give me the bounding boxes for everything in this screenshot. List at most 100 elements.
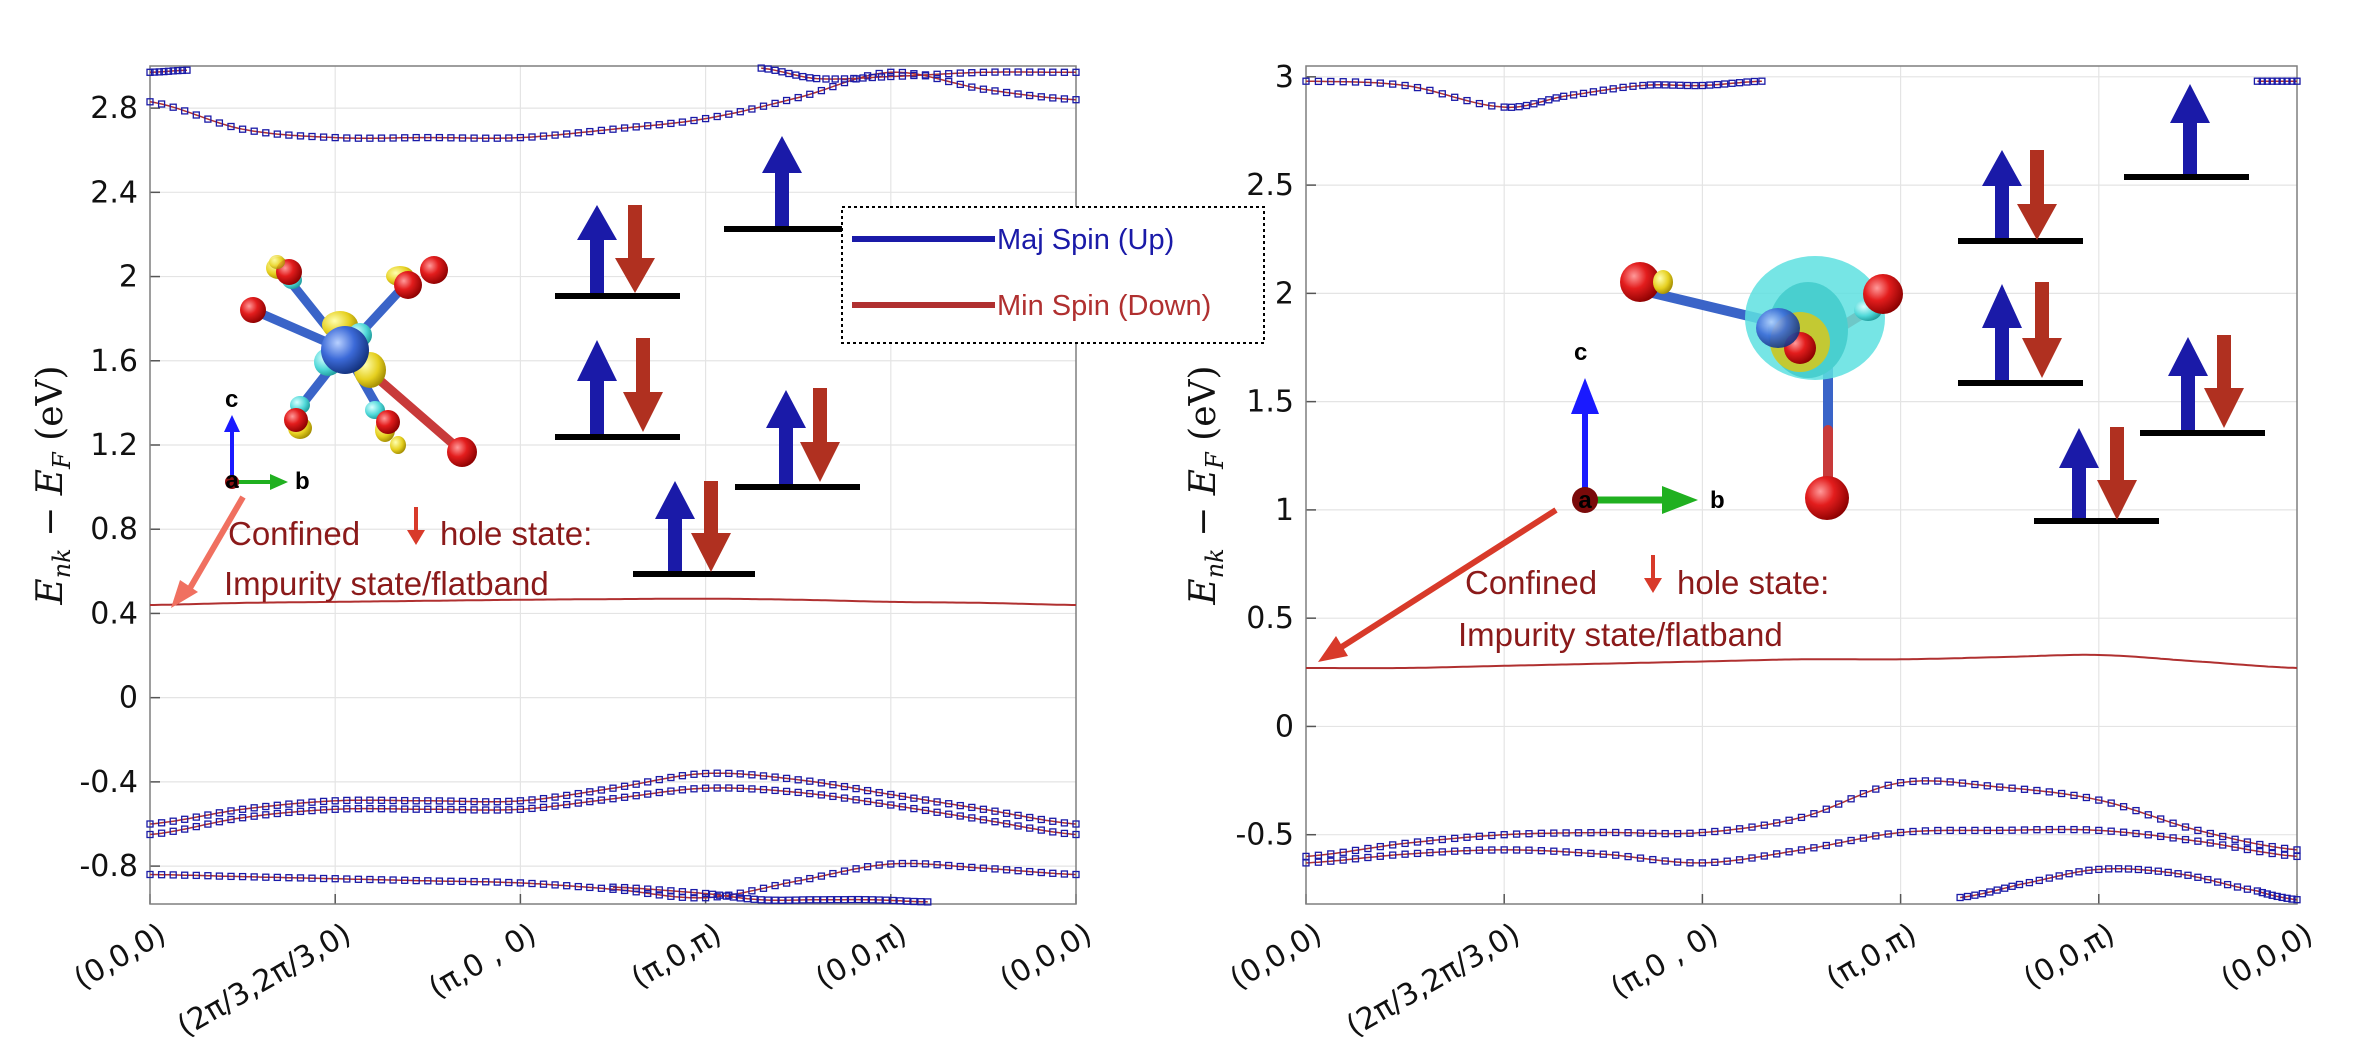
band-point: [910, 859, 918, 868]
band-point: [875, 861, 883, 869]
band-point: [757, 64, 765, 72]
band-point: [2070, 791, 2078, 800]
band-point: [2219, 841, 2227, 849]
band-point: [1413, 838, 1422, 846]
spin-up-arrow-icon: [577, 205, 617, 293]
band-point: [1037, 815, 1045, 824]
spin-down-arrow-icon: [407, 507, 425, 545]
band-point: [1463, 833, 1471, 841]
level-4: [2140, 335, 2265, 436]
band-point: [146, 98, 154, 106]
left-annotation-line1-suffix: hole state:: [440, 515, 592, 552]
band-point: [2033, 786, 2041, 795]
band-point: [1847, 795, 1855, 803]
band-point: [1037, 93, 1045, 101]
x-tick-label: (0,0,0): [2215, 917, 2319, 997]
band-markers: [1956, 865, 2301, 904]
band-point: [1552, 94, 1560, 102]
band-point: [204, 811, 212, 819]
band-point: [1537, 98, 1546, 106]
band-point: [1624, 829, 1632, 837]
band-point: [1327, 857, 1335, 865]
right-grid: [1305, 66, 2298, 904]
x-tick-label: (0,0,π): [810, 917, 913, 997]
band-point: [713, 112, 721, 121]
band-point: [1686, 829, 1694, 837]
band-point: [1589, 88, 1598, 96]
band-point: [887, 801, 895, 809]
legend-box: [841, 206, 1265, 344]
band-point: [1339, 78, 1347, 86]
band-point: [389, 805, 397, 813]
y-tick-label: 2: [1275, 276, 1294, 311]
band-point: [1884, 830, 1892, 838]
band-point: [1002, 68, 1011, 76]
band-point: [1686, 859, 1694, 867]
band-point: [215, 809, 224, 817]
band-point: [896, 897, 904, 905]
band-point: [155, 68, 163, 76]
band-point: [1364, 844, 1372, 853]
y-tick-label: 1.6: [90, 344, 138, 379]
band-point: [273, 873, 281, 882]
band-point: [563, 800, 571, 809]
band-point: [183, 66, 191, 74]
band-point: [991, 68, 999, 76]
level-2: [2124, 84, 2249, 180]
band-point: [690, 785, 698, 793]
band-point: [482, 806, 490, 814]
band-point: [539, 880, 548, 888]
band-point: [722, 892, 731, 900]
band-point: [1654, 81, 1662, 89]
band-point: [2253, 77, 2262, 85]
band-point: [331, 797, 339, 805]
band-point: [1728, 79, 1736, 87]
pointer-arrow-icon: [171, 580, 198, 608]
band-point: [1599, 828, 1607, 837]
band-point: [1500, 846, 1508, 854]
band-point: [1364, 853, 1372, 862]
band-point: [1971, 891, 1979, 899]
band-point: [1037, 68, 1045, 76]
band-point: [829, 781, 837, 789]
band-point: [678, 888, 687, 896]
band-point: [2035, 876, 2043, 885]
band-point: [2095, 865, 2103, 874]
band-point: [238, 872, 247, 881]
band-point: [1810, 844, 1818, 852]
band-point: [1451, 834, 1459, 843]
band-point: [308, 798, 316, 806]
band-point: [1661, 829, 1669, 838]
left-annotation-line1-prefix: Confined: [228, 515, 360, 552]
band-point: [2144, 866, 2152, 874]
band-point: [493, 134, 501, 142]
right-axis-label-a: a: [1578, 487, 1592, 514]
band-point: [831, 75, 839, 83]
band-point: [2194, 826, 2202, 835]
band-line-min-spin: [150, 597, 1076, 606]
band-point: [389, 796, 397, 805]
spin-up-arrow-icon: [2059, 428, 2099, 518]
band-point: [898, 72, 907, 80]
band-point: [1014, 90, 1022, 98]
band-point: [2256, 840, 2264, 849]
band-point: [2206, 829, 2214, 838]
band-point: [921, 806, 930, 815]
band-point: [1037, 826, 1045, 834]
band-point: [1810, 810, 1818, 818]
spin-up-arrow-icon: [762, 136, 802, 226]
level-3: [724, 136, 848, 232]
band-point: [632, 884, 640, 892]
band-point: [644, 778, 652, 786]
band-point: [169, 103, 177, 111]
band-point: [1060, 870, 1069, 878]
band-point: [192, 871, 200, 880]
band-point: [1698, 81, 1707, 90]
band-point: [458, 806, 467, 814]
y-tick-label: -0.4: [79, 765, 138, 800]
band-point: [296, 799, 305, 807]
band-line-maj-spin: [1306, 80, 1762, 109]
band-point: [1996, 826, 2004, 835]
band-point: [829, 869, 837, 878]
y-tick-label: -0.8: [79, 849, 138, 884]
